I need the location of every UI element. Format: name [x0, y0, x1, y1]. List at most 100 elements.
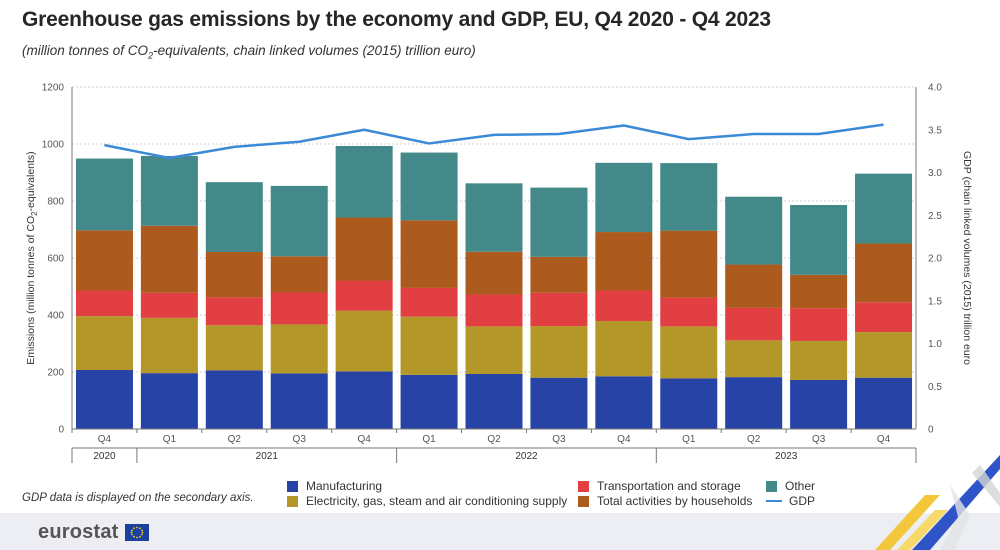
bar-segment-other [205, 182, 263, 253]
bar-segment-electricity [530, 326, 588, 378]
bar-segment-transport [725, 307, 783, 341]
bars [75, 145, 913, 429]
y2-axis-title: GDP (chain linked volumes (2015) trillio… [961, 151, 973, 365]
bar-segment-transport [75, 290, 133, 317]
year-label: 2022 [515, 451, 538, 462]
bar-segment-households [205, 252, 263, 298]
bar-segment-electricity [75, 316, 133, 371]
bar-segment-households [270, 256, 328, 293]
legend-item-other: Other [766, 479, 815, 493]
bar-segment-households [595, 232, 653, 291]
y-tick-label: 0 [58, 425, 64, 436]
eurostat-logo: eurostat [38, 521, 149, 544]
bar-segment-manufacturing [400, 374, 458, 429]
bar-segment-transport [140, 292, 198, 318]
bar-segment-households [140, 225, 198, 293]
y-tick-label: 1200 [42, 83, 65, 94]
bar-segment-manufacturing [790, 379, 848, 429]
bar-segment-electricity [790, 340, 848, 380]
legend-swatch [287, 480, 298, 492]
x-tick-label: Q4 [877, 434, 891, 445]
eu-flag-icon [124, 524, 149, 541]
legend-item-gdp: GDP [766, 494, 815, 508]
bar-segment-transport [270, 292, 328, 325]
bar-segment-other [270, 185, 328, 257]
bar-segment-other [790, 204, 848, 275]
bar-segment-manufacturing [855, 377, 913, 429]
bar-segment-other [75, 158, 133, 231]
legend-label: GDP [789, 494, 816, 508]
gdp-line-layer [104, 123, 884, 160]
bar-segment-households [855, 243, 913, 303]
bar-segment-manufacturing [270, 373, 328, 429]
footer-band [0, 513, 1000, 550]
y2-tick-label: 2.0 [928, 254, 942, 265]
bar-segment-transport [855, 302, 913, 333]
bar-segment-electricity [855, 332, 913, 378]
legend-swatch [766, 500, 782, 502]
bar-segment-electricity [595, 320, 653, 377]
bar-segment-households [465, 251, 523, 295]
bar-segment-electricity [660, 326, 718, 379]
bar-segment-manufacturing [725, 377, 783, 429]
y2-tick-label: 4.0 [928, 83, 942, 94]
bar-segment-transport [205, 297, 263, 326]
axes: 0 200 400 600 800 1000 1200 0 0.5 1.0 1.5 2.0 2.5 3.0… [42, 83, 942, 463]
bar-segment-electricity [140, 317, 198, 374]
x-tick-label: Q1 [682, 434, 696, 445]
x-tick-label: Q2 [228, 434, 242, 445]
y2-tick-label: 0 [928, 425, 934, 436]
bar-segment-electricity [270, 324, 328, 374]
legend-label: Manufacturing [306, 479, 383, 493]
y-tick-label: 800 [47, 197, 64, 208]
y-tick-label: 400 [47, 311, 64, 322]
year-label: 2021 [256, 451, 279, 462]
bar-segment-electricity [465, 326, 523, 374]
y2-tick-label: 3.0 [928, 168, 942, 179]
bar-segment-transport [790, 308, 848, 341]
legend-swatch [578, 480, 589, 492]
bar-segment-other [855, 173, 913, 244]
footnote: GDP data is displayed on the secondary a… [22, 492, 254, 504]
bar-segment-households [725, 264, 783, 308]
bar-segment-electricity [205, 325, 263, 371]
bar-segment-households [530, 256, 588, 293]
x-tick-label: Q4 [98, 434, 112, 445]
x-tick-label: Q4 [357, 434, 371, 445]
bar-segment-transport [400, 287, 458, 317]
bar-segment-manufacturing [75, 370, 133, 429]
year-label: 2020 [93, 451, 116, 462]
bar-segment-other [660, 163, 718, 231]
subtitle-subscript: 2 [148, 50, 154, 61]
y-tick-label: 1000 [42, 140, 65, 151]
x-tick-label: Q1 [163, 434, 177, 445]
bar-segment-manufacturing [205, 370, 263, 429]
x-tick-label: Q1 [422, 434, 436, 445]
bar-segment-transport [530, 292, 588, 327]
x-tick-label: Q2 [487, 434, 501, 445]
bar-segment-households [75, 230, 133, 291]
y2-tick-label: 1.0 [928, 339, 942, 350]
y-tick-label: 200 [47, 368, 64, 379]
bar-segment-other [530, 187, 588, 257]
bar-segment-households [660, 230, 718, 298]
bar-segment-electricity [400, 316, 458, 375]
legend-label: Other [785, 479, 816, 493]
bar-segment-transport [465, 294, 523, 327]
legend-swatch [766, 480, 777, 492]
bar-segment-other [400, 152, 458, 221]
chart-title: Greenhouse gas emissions by the economy … [22, 8, 771, 31]
y2-tick-label: 1.5 [928, 296, 942, 307]
bar-segment-manufacturing [660, 378, 718, 429]
y2-tick-label: 2.5 [928, 211, 942, 222]
bar-segment-manufacturing [465, 373, 523, 429]
legend-label: Electricity, gas, steam and air conditio… [306, 494, 568, 508]
x-tick-label: Q4 [617, 434, 631, 445]
legend-swatch [287, 495, 298, 507]
legend-label: Transportation and storage [597, 479, 741, 493]
bar-segment-manufacturing [140, 373, 198, 429]
legend-label: Total activities by households [597, 494, 753, 508]
decorative-stripes-icon [875, 455, 1000, 550]
legend-item-households: Total activities by households [578, 494, 752, 508]
x-tick-label: Q3 [812, 434, 826, 445]
